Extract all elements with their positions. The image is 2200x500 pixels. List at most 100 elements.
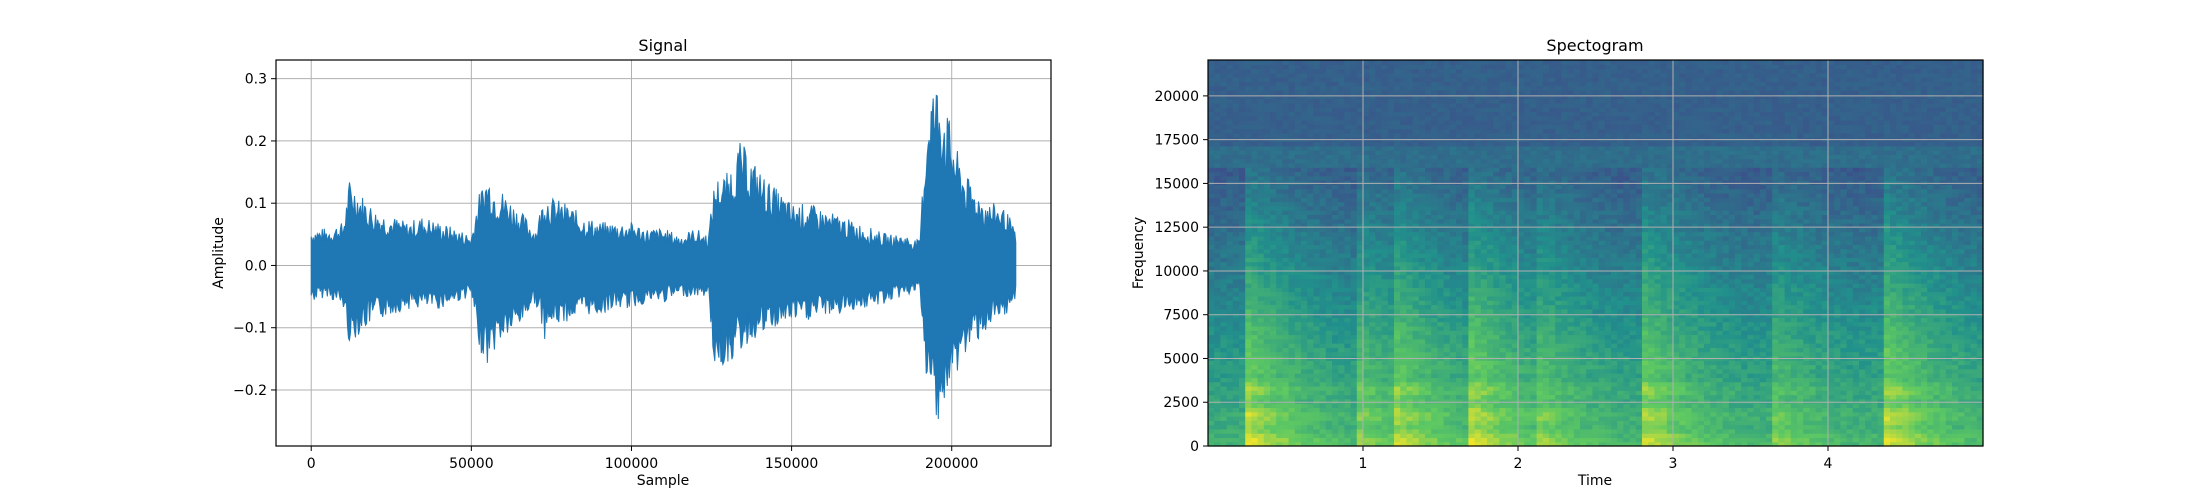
spectrogram-cell — [1239, 270, 1246, 276]
spectrogram-cell — [1524, 85, 1531, 91]
spectrogram-cell — [1493, 167, 1500, 173]
spectrogram-cell — [1214, 162, 1221, 168]
spectrogram-cell — [1288, 81, 1296, 87]
spectrogram-cell — [1505, 188, 1513, 194]
spectrogram-cell — [1282, 222, 1290, 228]
spectrogram-cell — [1400, 235, 1407, 241]
spectrogram-cell — [1356, 420, 1364, 426]
spectrogram-cell — [1443, 90, 1451, 95]
spectrogram-cell — [1431, 85, 1438, 91]
spectrogram-cell — [1443, 428, 1451, 434]
spectrogram-cell — [1350, 300, 1358, 306]
spectrogram-cell — [1276, 394, 1283, 400]
spectrogram-cell — [1480, 81, 1488, 87]
spectrogram-cell — [1356, 107, 1364, 113]
spectrogram-cell — [1294, 304, 1302, 310]
spectrogram-cell — [1468, 180, 1476, 185]
spectrogram-cell — [1499, 244, 1507, 250]
spectrogram-cell — [1239, 150, 1246, 155]
spectrogram-cell — [1468, 424, 1476, 430]
spectrogram-cell — [1294, 197, 1302, 203]
spectrogram-cell — [1431, 398, 1438, 404]
spectrogram-cell — [1449, 227, 1457, 233]
spectrogram-cell — [1350, 154, 1358, 160]
spectrogram-cell — [1542, 304, 1550, 310]
spectrogram-cell — [1449, 283, 1457, 288]
spectrogram-cell — [1412, 265, 1420, 271]
spectrogram-cell — [1220, 411, 1228, 417]
spectrogram-cell — [1338, 351, 1345, 357]
spectrogram-cell — [1239, 231, 1246, 237]
spectrogram-cell — [1425, 115, 1432, 121]
spectrogram-cell — [1257, 317, 1265, 323]
spectrogram-cell — [1220, 381, 1228, 387]
spectrogram-cell — [1325, 235, 1333, 241]
spectrogram-cell — [1332, 128, 1339, 134]
spectrogram-cell — [1425, 330, 1432, 336]
spectrogram-cell — [1363, 240, 1370, 246]
spectrogram-cell — [1319, 253, 1327, 258]
spectrogram-cell — [1468, 295, 1476, 301]
spectrogram-cell — [1369, 197, 1376, 203]
spectrogram-cell — [1381, 270, 1389, 276]
spectrogram-cell — [1363, 141, 1370, 147]
spectrogram-cell — [1406, 433, 1414, 439]
spectrogram-cell — [1505, 150, 1513, 155]
spectrogram-cell — [1542, 385, 1550, 391]
spectrogram-cell — [1505, 287, 1513, 293]
spectrogram-cell — [1425, 120, 1432, 125]
spectrogram-cell — [1400, 415, 1407, 421]
spectrogram-cell — [1381, 188, 1389, 194]
spectrogram-cell — [1270, 124, 1277, 130]
spectrogram-cell — [1232, 351, 1240, 357]
spectrogram-cell — [1456, 304, 1463, 310]
spectrogram-cell — [1325, 437, 1333, 443]
spectrogram-cell — [1499, 205, 1507, 211]
spectrogram-cell — [1418, 343, 1426, 348]
spectrogram-cell — [1499, 304, 1507, 310]
spectrogram-cell — [1431, 188, 1438, 194]
spectrogram-cell — [1456, 300, 1463, 306]
spectrogram-cell — [1412, 94, 1420, 100]
spectrogram-cell — [1232, 424, 1240, 430]
spectrogram-cell — [1387, 308, 1395, 314]
spectrogram-cell — [1332, 158, 1339, 164]
spectrogram-cell — [1294, 102, 1302, 108]
spectrogram-cell — [1474, 325, 1482, 331]
spectrogram-cell — [1257, 72, 1265, 78]
spectrogram-cell — [1536, 373, 1544, 378]
spectrogram-cell — [1530, 81, 1538, 87]
spectrogram-cell — [1518, 85, 1525, 91]
spectrogram-cell — [1251, 214, 1259, 220]
spectrogram-cell — [1325, 81, 1333, 87]
spectrogram-cell — [1356, 441, 1364, 447]
spectrogram-cell — [1487, 377, 1494, 383]
spectrogram-cell — [1313, 437, 1321, 443]
spectrogram-cell — [1226, 403, 1234, 408]
spectrogram-cell — [1518, 313, 1525, 318]
spectrogram-cell — [1431, 60, 1438, 65]
spectrogram-cell — [1381, 343, 1389, 348]
spectrogram-cell — [1214, 150, 1221, 155]
spectrogram-cell — [1294, 120, 1302, 125]
spectrogram-cell — [1251, 424, 1259, 430]
spectrogram-cell — [1363, 287, 1370, 293]
spectrogram-cell — [1338, 205, 1345, 211]
spectrogram-cell — [1276, 145, 1283, 151]
spectrogram-cell — [1474, 132, 1482, 138]
spectrogram-cell — [1474, 360, 1482, 366]
spectrogram-cell — [1239, 214, 1246, 220]
spectrogram-cell — [1425, 150, 1432, 155]
spectrogram-cell — [1363, 154, 1370, 160]
spectrogram-cell — [1319, 180, 1327, 185]
spectrogram-cell — [1251, 120, 1259, 125]
spectrogram-cell — [1350, 111, 1358, 117]
spectrogram-cell — [1356, 132, 1364, 138]
spectrogram-cell — [1356, 115, 1364, 121]
spectrogram-cell — [1288, 171, 1296, 177]
spectrogram-cell — [1276, 77, 1283, 83]
spectrogram-cell — [1294, 334, 1302, 340]
spectrogram-cell — [1530, 158, 1538, 164]
spectrogram-cell — [1220, 90, 1228, 95]
